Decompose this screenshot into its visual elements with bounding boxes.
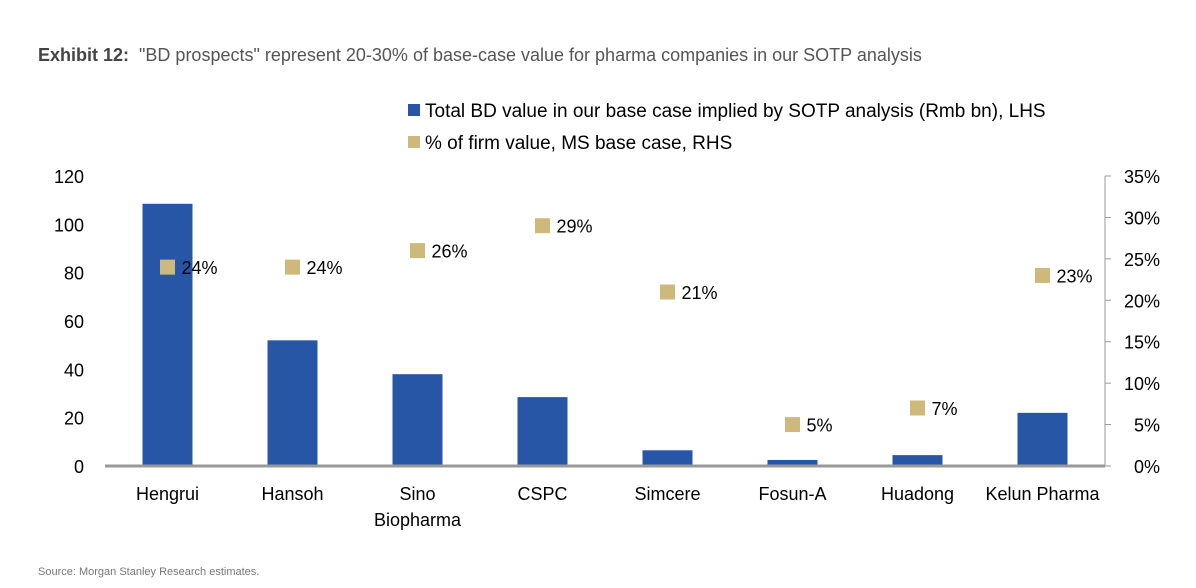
data-label: 24% bbox=[182, 258, 218, 278]
marker bbox=[785, 417, 800, 433]
y-left-tick-label: 20 bbox=[64, 409, 84, 429]
y-left-tick-label: 100 bbox=[54, 215, 84, 235]
y-right-tick-label: 15% bbox=[1124, 333, 1160, 353]
bar bbox=[142, 203, 193, 466]
bar bbox=[1017, 412, 1068, 466]
data-label: 23% bbox=[1057, 266, 1093, 286]
y-left-tick-label: 40 bbox=[64, 360, 84, 380]
y-right-tick-label: 25% bbox=[1124, 250, 1160, 270]
marker bbox=[1035, 267, 1050, 283]
y-right-tick-label: 35% bbox=[1124, 167, 1160, 187]
y-right-tick-label: 30% bbox=[1124, 208, 1160, 228]
y-left-tick-label: 60 bbox=[64, 312, 84, 332]
marker bbox=[910, 400, 925, 416]
y-right-tick-label: 0% bbox=[1134, 457, 1160, 477]
y-right-tick-label: 10% bbox=[1124, 374, 1160, 394]
bar bbox=[767, 459, 818, 466]
data-label: 7% bbox=[932, 399, 958, 419]
marker bbox=[660, 284, 675, 300]
bar bbox=[392, 374, 443, 466]
source-note: Source: Morgan Stanley Research estimate… bbox=[38, 566, 260, 578]
x-category-label: Sino bbox=[399, 484, 435, 504]
y-left-tick-label: 120 bbox=[54, 167, 84, 187]
bar bbox=[642, 450, 693, 466]
marker bbox=[160, 259, 175, 275]
marker bbox=[535, 218, 550, 234]
legend-swatch-marker bbox=[408, 136, 420, 148]
marker bbox=[285, 259, 300, 275]
legend-label-marker: % of firm value, MS base case, RHS bbox=[425, 133, 732, 154]
y-right-tick-label: 20% bbox=[1124, 291, 1160, 311]
bar bbox=[892, 455, 943, 466]
data-label: 5% bbox=[807, 416, 833, 436]
legend-label-bar: Total BD value in our base case implied … bbox=[425, 101, 1046, 122]
x-category-label: CSPC bbox=[517, 484, 567, 504]
data-label: 24% bbox=[307, 258, 343, 278]
data-label: 21% bbox=[682, 283, 718, 303]
legend-swatch-bar bbox=[408, 104, 420, 116]
bar bbox=[267, 340, 318, 466]
y-right-tick-label: 5% bbox=[1134, 416, 1160, 436]
x-category-label: Simcere bbox=[634, 484, 700, 504]
y-left-tick-label: 80 bbox=[64, 264, 84, 284]
x-category-label: Biopharma bbox=[374, 510, 462, 530]
data-label: 29% bbox=[557, 217, 593, 237]
marker bbox=[410, 243, 425, 259]
exhibit-label: Exhibit 12: bbox=[38, 45, 130, 65]
x-category-label: Hansoh bbox=[261, 484, 323, 504]
x-category-label: Hengrui bbox=[136, 484, 199, 504]
x-category-label: Fosun-A bbox=[758, 484, 826, 504]
x-category-label: Kelun Pharma bbox=[985, 484, 1100, 504]
bar bbox=[517, 397, 568, 466]
y-left-tick-label: 0 bbox=[74, 457, 84, 477]
exhibit-title-text: "BD prospects" represent 20-30% of base-… bbox=[139, 45, 922, 65]
data-label: 26% bbox=[432, 242, 468, 262]
x-category-label: Huadong bbox=[881, 484, 954, 504]
exhibit-title: Exhibit 12: "BD prospects" represent 20-3… bbox=[38, 45, 922, 66]
